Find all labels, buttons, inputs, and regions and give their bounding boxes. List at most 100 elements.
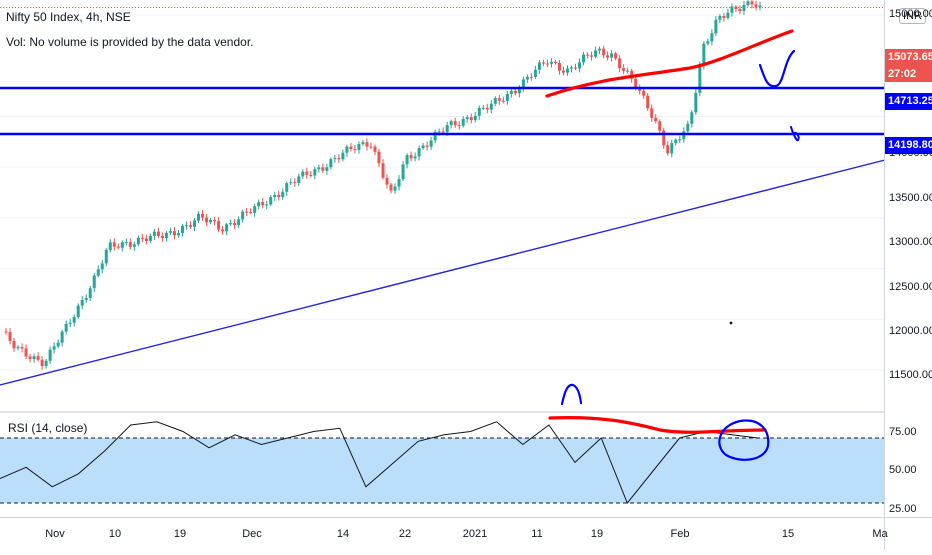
candle-body — [509, 90, 513, 94]
candle-body — [52, 346, 56, 350]
candle-body — [477, 107, 481, 116]
candle-body — [594, 50, 598, 57]
rsi-red-line[interactable] — [548, 416, 767, 434]
candle-body — [229, 223, 233, 225]
candle-body — [8, 332, 12, 341]
candle-body — [429, 140, 433, 147]
candle-body — [421, 145, 425, 149]
price-gridlines — [0, 14, 885, 371]
candle-body — [168, 231, 172, 233]
candle-body — [265, 204, 269, 206]
candle-body — [132, 244, 136, 247]
currency-button[interactable]: INR — [899, 8, 926, 24]
candle-body — [397, 179, 401, 187]
blue-loop-annotation[interactable] — [790, 126, 800, 142]
time-label-10: 10 — [108, 528, 122, 540]
price-label-15000: 15000.00 — [889, 8, 932, 20]
candle-body — [152, 231, 156, 236]
candle-body — [329, 159, 333, 168]
countdown-tag: 27:02 — [885, 66, 932, 82]
candle-body — [80, 299, 84, 306]
candle-body — [172, 231, 176, 236]
candle-body — [373, 146, 377, 152]
candle-body — [578, 62, 582, 69]
rsi-legend[interactable]: RSI (14, close) — [6, 421, 90, 435]
candle-body — [188, 225, 192, 227]
candle-body — [738, 9, 742, 11]
rsi-blue-circle[interactable] — [718, 419, 770, 461]
candle-body — [136, 237, 140, 245]
candle-body — [622, 68, 626, 71]
candle-body — [630, 70, 634, 79]
price-label-11500: 11500.00 — [889, 369, 932, 381]
rsi-label-25: 25.00 — [889, 503, 917, 515]
candle-body — [393, 186, 397, 191]
candle-body — [36, 356, 40, 360]
candle-body — [549, 61, 553, 64]
candle-body — [690, 112, 694, 124]
candle-body — [425, 145, 429, 147]
candle-body — [124, 242, 128, 244]
candle-body — [217, 221, 221, 230]
candle-body — [702, 43, 706, 66]
trend-line[interactable] — [0, 159, 886, 386]
candle-body — [128, 242, 132, 247]
legend-title[interactable]: Nifty 50 Index, 4h, NSE — [6, 10, 131, 24]
candle-body — [485, 107, 489, 110]
time-label-19: 19 — [173, 528, 187, 540]
candle-body — [710, 33, 714, 42]
candle-body — [457, 125, 461, 127]
candle-body — [473, 115, 477, 121]
candle-body — [365, 142, 369, 147]
candle-body — [301, 171, 305, 177]
candle-body — [116, 246, 120, 248]
candle-body — [257, 202, 261, 207]
candle-body — [225, 224, 229, 232]
candle-body — [24, 348, 28, 357]
candle-body — [277, 194, 281, 198]
candle-body — [670, 143, 674, 154]
price-label-12000: 12000.00 — [889, 325, 932, 337]
candle-body — [180, 225, 184, 234]
rsi-band — [0, 438, 885, 503]
candle-body — [213, 219, 217, 222]
candle-body — [156, 231, 160, 236]
candle-body — [754, 4, 758, 8]
candle-body — [12, 340, 16, 349]
candle-body — [249, 212, 253, 214]
candle-body — [557, 62, 561, 71]
candle-body — [341, 152, 345, 160]
candle-body — [197, 213, 201, 221]
candle-body — [385, 177, 389, 185]
candle-body — [317, 167, 321, 170]
blue-u-annotation[interactable] — [758, 49, 796, 88]
candle-body — [686, 123, 690, 132]
rsi-blue-arch[interactable] — [560, 383, 583, 406]
candle-body — [245, 211, 249, 213]
rsi-label-50: 50.00 — [889, 464, 917, 476]
time-label-ma: Ma — [872, 528, 888, 540]
candle-body — [746, 1, 750, 5]
pane-separator[interactable] — [0, 411, 885, 413]
level-2-tag: 14198.80 — [885, 137, 932, 154]
price-label-13500: 13500.00 — [889, 192, 932, 204]
candle-body — [537, 62, 541, 70]
candle-body — [441, 131, 445, 133]
candle-body — [706, 41, 710, 44]
candle-body — [758, 5, 762, 8]
candle-body — [618, 58, 622, 69]
candle-body — [590, 55, 594, 57]
candle-body — [722, 16, 726, 18]
candle-body — [401, 164, 405, 180]
time-axis-border — [0, 517, 932, 518]
candle-body — [638, 88, 642, 91]
candle-body — [682, 131, 686, 140]
red-channel-line[interactable] — [545, 29, 794, 98]
candle-body — [666, 145, 670, 154]
time-label-2021: 2021 — [462, 528, 488, 540]
candle-body — [413, 156, 417, 159]
candle-body — [108, 242, 112, 250]
time-label-22: 22 — [398, 528, 412, 540]
